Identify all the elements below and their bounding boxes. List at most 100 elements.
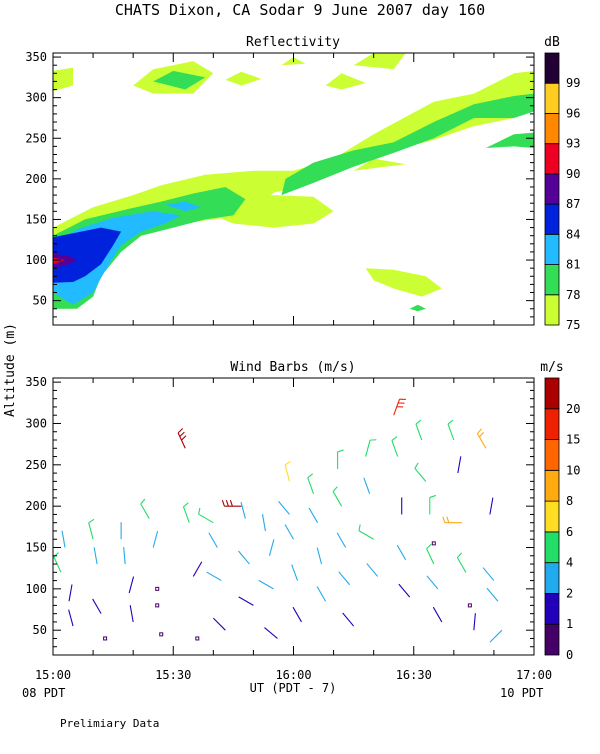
wind-barb-shaft bbox=[477, 434, 486, 449]
wind-barb bbox=[416, 420, 422, 440]
wind-barb-shaft bbox=[269, 539, 273, 555]
footer-note: Prelimiary Data bbox=[60, 717, 159, 730]
wind-barb bbox=[427, 544, 434, 564]
wind-barb bbox=[483, 568, 494, 581]
wind-barb-shaft bbox=[416, 424, 422, 440]
reflectivity-colorbar-swatch bbox=[545, 174, 559, 204]
wind-barb-calm bbox=[104, 637, 107, 640]
wind-barb bbox=[69, 585, 72, 602]
wind-barb bbox=[183, 503, 189, 523]
wind-barb bbox=[364, 478, 370, 494]
contour-region-75 bbox=[53, 68, 73, 92]
reflectivity-colorbar-label: 81 bbox=[566, 258, 580, 272]
wind-barb-flag bbox=[359, 525, 360, 531]
wind-barb bbox=[292, 565, 298, 581]
wind-barb-calm bbox=[432, 542, 435, 545]
wind-barb-shaft bbox=[448, 424, 454, 440]
contour-region-75 bbox=[326, 73, 366, 89]
y-tick-label: 200 bbox=[25, 499, 47, 513]
wind-barb bbox=[448, 420, 454, 440]
wind-barb bbox=[474, 613, 475, 630]
wind-barb-shaft bbox=[183, 507, 189, 523]
wind-colorbar-label: 2 bbox=[566, 586, 573, 600]
wind-barbs bbox=[54, 399, 502, 642]
wind-barb bbox=[178, 429, 186, 449]
y-tick-label: 300 bbox=[25, 416, 47, 430]
wind-barb bbox=[366, 440, 377, 457]
wind-barb bbox=[477, 429, 486, 448]
wind-barb bbox=[193, 562, 202, 577]
contour-region-75 bbox=[354, 53, 406, 69]
wind-barb-shaft bbox=[94, 547, 97, 564]
wind-barb bbox=[69, 610, 73, 626]
wind-barb-shaft bbox=[293, 607, 302, 622]
contour-region-78 bbox=[486, 133, 534, 148]
wind-barb-shaft bbox=[124, 547, 125, 564]
x-right-note: 10 PDT bbox=[500, 686, 543, 700]
wind-barb-shaft bbox=[238, 551, 249, 564]
wind-barb-flag bbox=[392, 437, 397, 441]
wind-colorbar-swatch bbox=[545, 624, 559, 655]
wind-barb bbox=[279, 501, 290, 514]
wind-barb-flag bbox=[443, 517, 445, 523]
wind-barb bbox=[238, 551, 249, 564]
wind-barb-flag bbox=[430, 495, 436, 497]
wind-barb-shaft bbox=[199, 514, 214, 523]
wind-barb-shaft bbox=[392, 441, 398, 457]
wind-barb bbox=[93, 599, 102, 614]
wind-barb bbox=[490, 630, 502, 642]
wind-barb bbox=[339, 572, 350, 585]
wind-colorbar-label: 20 bbox=[566, 402, 580, 416]
wind-barb-shaft bbox=[241, 502, 245, 518]
reflectivity-colorbar-swatch bbox=[545, 83, 559, 113]
wind-barb-shaft bbox=[93, 599, 102, 614]
wind-barb-shaft bbox=[285, 525, 294, 540]
wind-barb-shaft bbox=[364, 478, 370, 494]
wind-barb bbox=[89, 519, 94, 539]
wind-barb bbox=[293, 607, 302, 622]
reflectivity-colorbar-label: 87 bbox=[566, 197, 580, 211]
wind-barb-shaft bbox=[54, 557, 61, 572]
wind-barb bbox=[433, 607, 442, 622]
wind-barb bbox=[359, 525, 374, 540]
wind-barb-shaft bbox=[343, 613, 354, 626]
wind-barb-shaft bbox=[457, 558, 466, 573]
wind-colorbar-label: 6 bbox=[566, 525, 573, 539]
wind-barb bbox=[62, 531, 65, 548]
wind-barb bbox=[308, 474, 314, 494]
wind-barb-shaft bbox=[209, 533, 218, 548]
wind-barb bbox=[490, 498, 493, 515]
wind-barb-shaft bbox=[458, 456, 461, 473]
wind-barb-shaft bbox=[433, 607, 442, 622]
x-tick-label: 16:00 bbox=[275, 668, 311, 682]
y-tick-label: 200 bbox=[25, 172, 47, 186]
wind-barb bbox=[259, 580, 274, 589]
wind-barb-flag bbox=[222, 500, 224, 506]
wind-colorbar-label: 10 bbox=[566, 463, 580, 477]
wind-barb-shaft bbox=[130, 605, 133, 622]
wind-barb-shaft bbox=[69, 585, 72, 602]
reflectivity-colorbar-label: 96 bbox=[566, 106, 580, 120]
wind-barb-flag bbox=[479, 432, 483, 437]
wind-barb-calm bbox=[196, 637, 199, 640]
wind-barb-shaft bbox=[129, 577, 133, 593]
wind-barb-shaft bbox=[366, 440, 370, 456]
reflectivity-colorbar-label: 93 bbox=[566, 137, 580, 151]
contour-region-75 bbox=[225, 72, 261, 86]
y-tick-label: 100 bbox=[25, 582, 47, 596]
wind-barb-shaft bbox=[292, 565, 298, 581]
wind-barb-shaft bbox=[339, 572, 350, 585]
wind-barb-shaft bbox=[427, 576, 438, 589]
reflectivity-colorbar-swatch bbox=[545, 204, 559, 234]
wind-barb bbox=[337, 533, 346, 548]
x-left-note: 08 PDT bbox=[22, 686, 65, 700]
wind-barb-flag bbox=[415, 463, 418, 468]
wind-barb-calm bbox=[160, 633, 163, 636]
wind-barb-shaft bbox=[89, 523, 93, 539]
wind-barb-shaft bbox=[239, 597, 254, 606]
wind-colorbar-swatch bbox=[545, 470, 559, 501]
wind-barb-shaft bbox=[399, 584, 410, 597]
reflectivity-colorbar-swatch bbox=[545, 295, 559, 325]
